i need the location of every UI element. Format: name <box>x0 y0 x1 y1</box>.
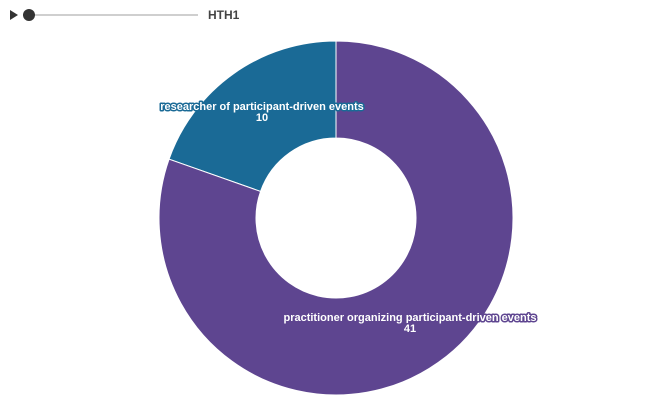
slice-value-0: 10 <box>256 112 268 124</box>
timeline-slider[interactable] <box>23 9 198 21</box>
donut-slice-1[interactable] <box>158 40 514 396</box>
slice-label-1: practitioner organizing participant-driv… <box>283 312 536 324</box>
slice-value-1: 41 <box>404 323 416 335</box>
timeline-step-label: HTH1 <box>208 8 240 22</box>
timeline-slider-thumb[interactable] <box>23 9 35 21</box>
donut-slice-0[interactable] <box>168 40 337 193</box>
slice-label-0: researcher of participant-driven events <box>160 101 364 113</box>
animation-player: HTH1 <box>10 6 239 24</box>
play-icon[interactable] <box>10 10 18 20</box>
